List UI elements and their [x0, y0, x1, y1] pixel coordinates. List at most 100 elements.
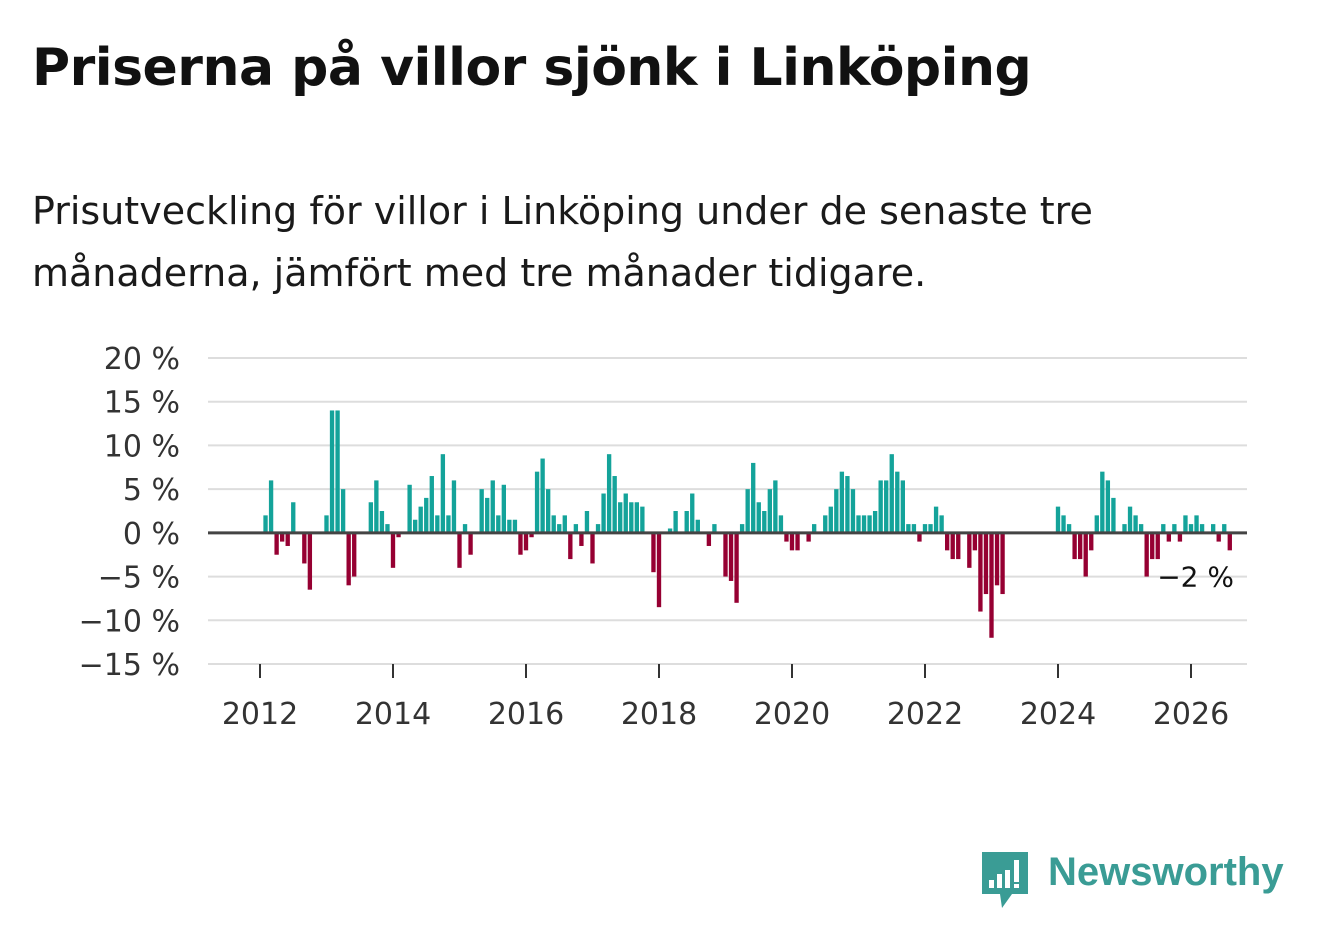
bar — [385, 524, 390, 533]
bar — [1072, 532, 1077, 560]
bar — [590, 532, 595, 564]
bar — [756, 502, 761, 533]
bar — [911, 524, 917, 533]
gridlines — [208, 357, 1247, 665]
bar — [978, 532, 983, 612]
bar — [618, 502, 623, 533]
bar — [867, 515, 872, 533]
bar — [656, 532, 662, 608]
bar — [1055, 506, 1061, 533]
bar — [546, 489, 551, 533]
bar — [446, 515, 451, 533]
bar — [579, 532, 584, 546]
bar — [540, 458, 545, 533]
bar — [1000, 532, 1005, 595]
bar — [994, 532, 1000, 586]
bar — [856, 515, 861, 533]
bar — [263, 515, 268, 533]
bar — [1061, 515, 1066, 533]
bar — [468, 532, 473, 555]
y-tick-label: −5 % — [98, 561, 180, 596]
bar — [861, 515, 867, 533]
bar — [374, 480, 379, 533]
bar — [1100, 471, 1105, 533]
x-tick-label: 2020 — [754, 697, 830, 732]
bar — [640, 506, 645, 533]
bar — [1194, 515, 1199, 533]
bar — [734, 532, 739, 603]
bar — [945, 532, 950, 551]
bars — [208, 410, 1247, 638]
bar — [568, 532, 573, 560]
bar — [501, 484, 506, 533]
bar — [435, 515, 440, 533]
bar — [950, 532, 955, 560]
bar — [307, 532, 313, 590]
bar — [983, 532, 989, 595]
bar — [612, 476, 617, 533]
bar — [413, 519, 418, 533]
bar — [1211, 524, 1216, 533]
y-axis: 20 % 15 % 10 % 5 % 0 % −5 % −10 % −15 % — [79, 342, 180, 683]
bar — [562, 515, 567, 533]
bar — [451, 480, 457, 533]
bar — [429, 476, 434, 533]
bar — [1138, 524, 1144, 533]
bar — [629, 502, 634, 533]
bar — [523, 532, 529, 551]
bar — [928, 524, 933, 533]
x-tick-label: 2026 — [1153, 697, 1229, 732]
bar — [340, 489, 346, 533]
bar — [823, 515, 828, 533]
bar — [673, 511, 678, 533]
bar — [739, 524, 745, 533]
bar — [440, 454, 446, 533]
bar — [723, 532, 728, 577]
bar — [1199, 524, 1205, 533]
y-tick-label: 5 % — [123, 473, 180, 508]
bar — [667, 528, 673, 533]
bar — [745, 489, 750, 533]
bar — [490, 480, 495, 533]
bar — [335, 410, 340, 533]
y-tick-label: 10 % — [104, 429, 180, 464]
bar — [634, 502, 639, 533]
bar — [302, 532, 307, 564]
bar — [1127, 506, 1133, 533]
bar — [933, 506, 939, 533]
bar — [507, 519, 512, 533]
bar — [1227, 532, 1232, 551]
bar — [906, 524, 911, 533]
bar — [1177, 532, 1183, 542]
bar — [606, 454, 612, 533]
bar — [917, 532, 922, 542]
bar — [462, 524, 468, 533]
bar — [778, 515, 784, 533]
bar — [1155, 532, 1160, 560]
bar — [706, 532, 712, 546]
bar — [939, 515, 944, 533]
bar — [806, 532, 811, 542]
bar — [690, 493, 695, 533]
bar — [751, 462, 756, 533]
bar — [812, 524, 817, 533]
bar — [573, 524, 579, 533]
bar — [884, 480, 889, 533]
bar — [324, 515, 329, 533]
y-tick-label: 20 % — [104, 342, 180, 377]
bar — [1066, 524, 1072, 533]
bar — [1105, 480, 1111, 533]
bar — [329, 410, 335, 533]
chart-title: Priserna på villor sjönk i Linköping — [32, 38, 1032, 98]
bar — [1172, 524, 1177, 533]
bar — [845, 476, 850, 533]
bar — [379, 511, 385, 533]
x-tick-label: 2014 — [355, 697, 431, 732]
bar — [268, 480, 274, 533]
x-tick-label: 2022 — [887, 697, 963, 732]
bar — [418, 506, 423, 533]
newsworthy-logo-icon — [982, 852, 1028, 908]
bar — [834, 489, 839, 533]
bar — [496, 515, 501, 533]
bar — [922, 524, 928, 533]
